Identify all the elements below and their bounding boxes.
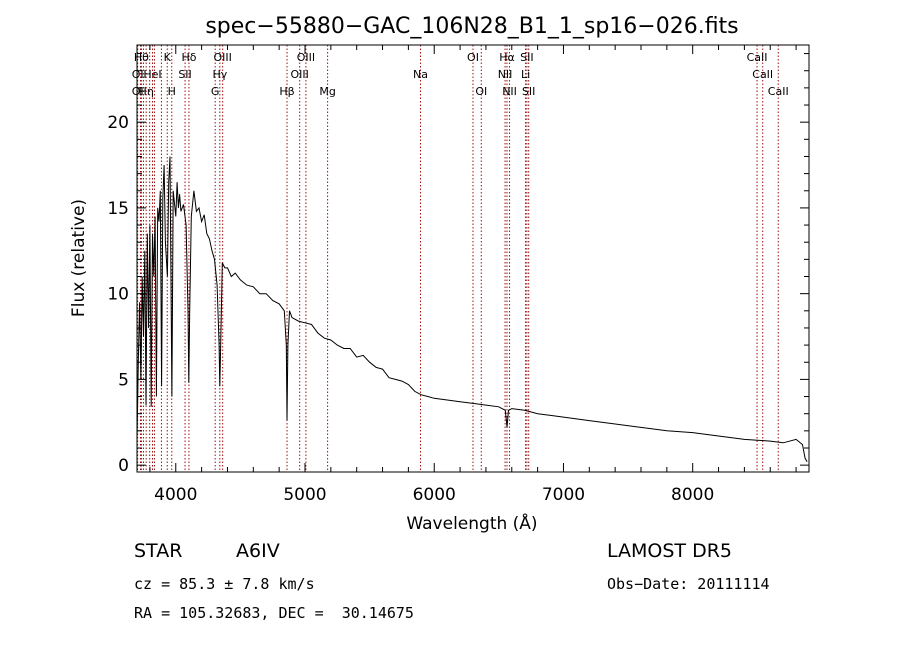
line-label: H bbox=[168, 85, 176, 98]
line-label: Mg bbox=[319, 85, 335, 98]
x-tick-label: 6000 bbox=[413, 485, 456, 505]
x-tick-label: 8000 bbox=[671, 485, 714, 505]
line-label: Hδ bbox=[181, 51, 196, 64]
line-label: OI bbox=[467, 51, 479, 64]
y-tick-label: 15 bbox=[107, 199, 129, 219]
y-tick-label: 0 bbox=[118, 456, 129, 476]
plot-frame bbox=[136, 44, 810, 473]
line-label: Hθ bbox=[134, 51, 149, 64]
line-label: SII bbox=[520, 51, 533, 64]
line-label: OI bbox=[475, 85, 487, 98]
line-label: NII bbox=[498, 68, 513, 81]
spectrum-line bbox=[136, 156, 808, 462]
x-tick-label: 7000 bbox=[542, 485, 585, 505]
x-tick-label: 5000 bbox=[283, 485, 326, 505]
object-subclass: A6IV bbox=[236, 540, 280, 562]
line-label: SII bbox=[178, 68, 191, 81]
y-tick-label: 5 bbox=[118, 370, 129, 390]
survey-release: LAMOST DR5 bbox=[607, 540, 732, 562]
line-label: G bbox=[211, 85, 220, 98]
y-tick-label: 20 bbox=[107, 113, 129, 133]
line-label: OIII bbox=[297, 51, 315, 64]
line-label: HeI bbox=[143, 68, 161, 81]
redshift-velocity: cz = 85.3 ± 7.8 km/s bbox=[134, 575, 315, 593]
line-label: Hγ bbox=[212, 68, 227, 81]
chart-title: spec−55880−GAC_106N28_B1_1_sp16−026.fits bbox=[205, 14, 738, 39]
line-label: OI bbox=[132, 68, 144, 81]
line-label: Li bbox=[521, 68, 530, 81]
line-label: OI bbox=[132, 85, 144, 98]
object-class: STAR bbox=[134, 540, 183, 562]
line-label: NII bbox=[502, 85, 517, 98]
line-label: OIII bbox=[291, 68, 309, 81]
line-label: K bbox=[164, 51, 172, 64]
x-tick-label: 4000 bbox=[154, 485, 197, 505]
y-axis-label: Flux (relative) bbox=[69, 199, 89, 317]
x-axis-label: Wavelength (Å) bbox=[406, 512, 537, 534]
coordinates: RA = 105.32683, DEC = 30.14675 bbox=[134, 604, 414, 622]
emission-line-labels: OIOIHθHηHeIKHSIIHδGHγOIIIHβOIIIOIIIMgNaO… bbox=[132, 51, 789, 98]
y-axis: 0 5 10 15 20 bbox=[107, 53, 809, 476]
observation-date: Obs−Date: 20111114 bbox=[607, 575, 770, 593]
y-tick-label: 10 bbox=[107, 285, 129, 305]
line-label: CaII bbox=[752, 68, 773, 81]
line-label: Hη bbox=[139, 85, 154, 98]
x-axis: 4000 5000 6000 7000 8000 bbox=[149, 45, 797, 505]
line-label: SII bbox=[522, 85, 535, 98]
line-label: CaII bbox=[747, 51, 768, 64]
line-label: Hβ bbox=[279, 85, 294, 98]
line-label: CaII bbox=[768, 85, 789, 98]
line-label: Hα bbox=[499, 51, 515, 64]
line-label: Na bbox=[413, 68, 428, 81]
line-label: OIII bbox=[213, 51, 231, 64]
emission-line-markers bbox=[137, 45, 779, 472]
